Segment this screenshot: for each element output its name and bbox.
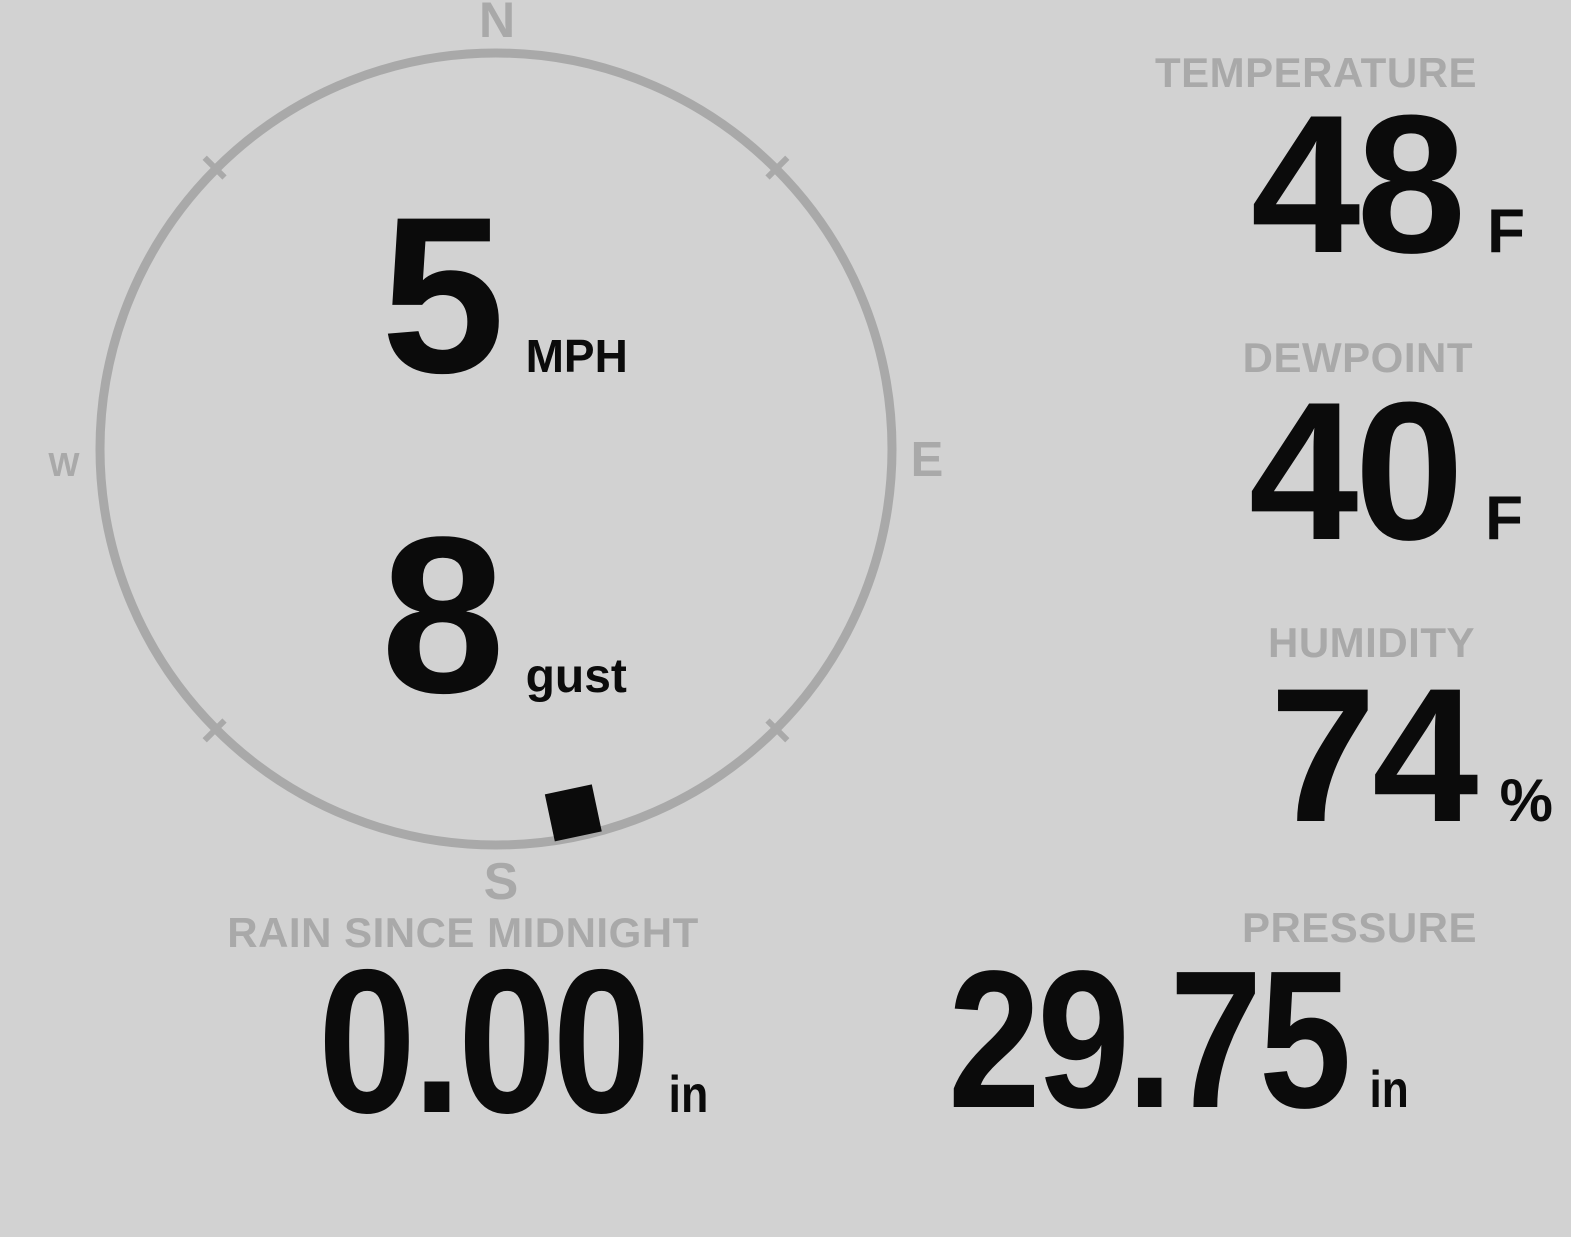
wind-speed-number: 5 [381,171,505,420]
rain-value: 0.00 in [318,939,708,1144]
humidity-value: 74 % [1270,660,1553,851]
dewpoint-number: 40 [1248,361,1464,581]
compass-tick-se-icon [765,718,790,743]
humidity-number: 74 [1269,649,1479,862]
rain-since-midnight-label: RAIN SINCE MIDNIGHT [227,909,699,956]
compass-tick-nw-icon [202,155,227,180]
compass-tick-ne-icon [765,155,790,180]
cardinal-west-label: W [48,446,80,483]
dewpoint-label: DEWPOINT [1242,334,1473,381]
compass-tick-sw-icon [202,718,227,743]
temperature-value: 48 F [1251,86,1525,283]
wind-gust-number: 8 [381,491,505,740]
pressure-label: PRESSURE [1241,904,1477,951]
dewpoint-unit: F [1485,484,1523,553]
cardinal-south-label: S [483,853,519,911]
temperature-unit: F [1487,197,1525,266]
temperature-label: TEMPERATURE [1154,49,1477,96]
wind-speed-value: 5 MPH [381,184,628,407]
compass-ring [95,48,897,850]
wind-gust-value: 8 gust [381,504,627,727]
dewpoint-value: 40 F [1249,373,1523,570]
pressure-value: 29.75 in [948,942,1409,1138]
wind-speed-unit: MPH [525,330,628,382]
rain-unit: in [668,1066,709,1124]
wind-gust-unit: gust [525,650,627,703]
humidity-unit: % [1499,767,1553,834]
cardinal-east-label: E [910,433,944,487]
wind-direction-marker [544,784,602,842]
temperature-number: 48 [1250,74,1466,294]
rain-number: 0.00 [318,927,651,1156]
cardinal-north-label: N [478,0,516,48]
pressure-unit: in [1369,1061,1409,1119]
humidity-label: HUMIDITY [1268,619,1475,666]
pressure-number: 29.75 [948,930,1352,1149]
